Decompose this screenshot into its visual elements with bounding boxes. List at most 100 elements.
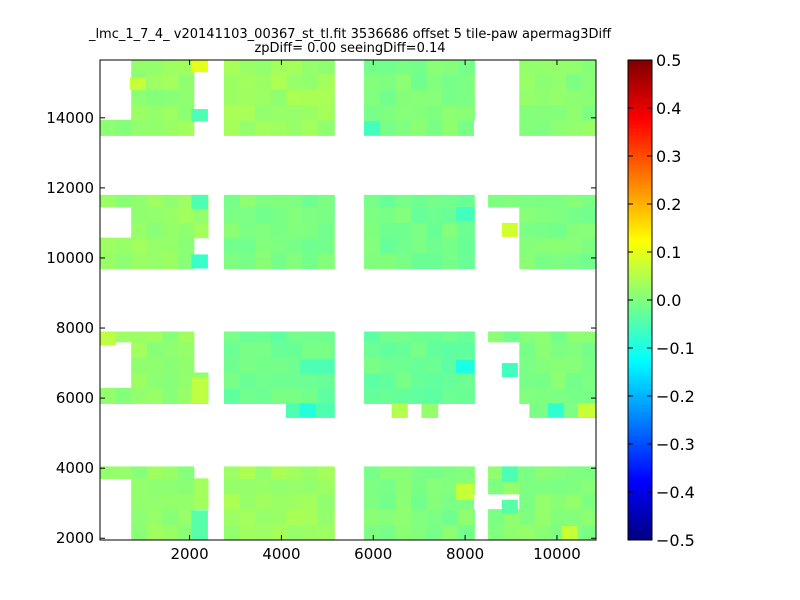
colorbar-segment: [628, 460, 652, 465]
colorbar-segment: [628, 440, 652, 445]
colorbar-segment: [628, 108, 652, 113]
heatmap-cell: [379, 341, 396, 358]
heatmap-cell: [534, 237, 552, 254]
heatmap-cell: [442, 478, 459, 495]
y-tick-label: 14000: [46, 109, 94, 127]
colorbar-segment: [628, 200, 652, 205]
heatmap-cell: [333, 387, 335, 404]
colorbar-segment: [628, 88, 652, 93]
heatmap-cell: [333, 73, 335, 90]
heatmap-cell: [162, 478, 179, 495]
heatmap-cell: [146, 524, 164, 540]
heatmap-cell: [224, 372, 241, 389]
heatmap-cell: [333, 60, 335, 75]
heatmap-cell: [488, 478, 505, 495]
heatmap-cell: [333, 194, 335, 208]
heatmap-cell: [317, 466, 334, 479]
heatmap-cell: [457, 331, 474, 343]
heatmap-cell: [379, 524, 396, 540]
heatmap-cell: [581, 119, 596, 136]
heatmap-cell: [442, 237, 459, 254]
heatmap-cell: [162, 331, 179, 343]
colorbar-tick-label: 0.1: [656, 243, 681, 262]
heatmap-cell: [442, 493, 459, 510]
heatmap-cell: [100, 466, 117, 479]
heatmap-cell-highlight: [455, 359, 475, 374]
heatmap-cell: [519, 222, 536, 239]
colorbar-segment: [628, 488, 652, 493]
heatmap-cell-highlight: [191, 510, 208, 540]
x-tick-label: 2000: [170, 545, 208, 563]
heatmap-cell: [178, 104, 195, 121]
heatmap-cell: [395, 73, 412, 90]
heatmap-cell: [473, 331, 475, 343]
heatmap-cell: [442, 372, 459, 389]
heatmap-cell: [426, 357, 443, 374]
heatmap-cell: [239, 194, 256, 208]
heatmap-cell: [193, 222, 209, 239]
colorbar-segment: [628, 72, 652, 77]
heatmap-cell-highlight: [501, 363, 518, 378]
colorbar-segment: [628, 204, 652, 209]
x-tick-label: 10000: [533, 545, 581, 563]
heatmap-cell: [488, 509, 505, 526]
heatmap-cell: [395, 89, 412, 106]
heatmap-cell: [519, 206, 536, 223]
colorbar-segment: [628, 376, 652, 381]
heatmap-cell: [364, 372, 381, 389]
heatmap-cell: [503, 194, 520, 208]
colorbar-segment: [628, 248, 652, 253]
colorbar-tick-label: 0.3: [656, 147, 681, 166]
heatmap-cell: [534, 222, 552, 239]
heatmap-cell: [364, 387, 381, 404]
colorbar-segment: [628, 428, 652, 433]
heatmap-cell: [457, 524, 474, 540]
colorbar-tick-label: 0.5: [656, 51, 681, 70]
heatmap-cell: [131, 119, 148, 136]
heatmap-cell: [302, 222, 319, 239]
heatmap-cell: [286, 104, 303, 121]
heatmap-cell: [286, 478, 303, 495]
heatmap-cell: [286, 119, 303, 136]
heatmap-cell-highlight: [191, 109, 208, 122]
heatmap-cell: [457, 104, 474, 121]
heatmap-cell: [224, 222, 241, 239]
heatmap-cell: [426, 119, 443, 136]
heatmap-cell: [162, 509, 179, 526]
heatmap-cell: [550, 331, 567, 343]
heatmap-cell: [239, 509, 256, 526]
heatmap-cell: [379, 387, 396, 404]
heatmap-cell: [317, 341, 334, 358]
heatmap-cell: [442, 357, 459, 374]
heatmap-cell: [146, 60, 164, 75]
heatmap-cell: [410, 73, 428, 90]
colorbar-segment: [628, 336, 652, 341]
heatmap-cell: [115, 387, 132, 404]
colorbar-segment: [628, 188, 652, 193]
colorbar-segment: [628, 384, 652, 389]
heatmap-cell: [410, 524, 428, 540]
heatmap-cell: [131, 206, 148, 223]
heatmap-cell: [270, 60, 288, 75]
heatmap-cell: [302, 119, 319, 136]
heatmap-cell: [239, 493, 256, 510]
colorbar-segment: [628, 132, 652, 137]
heatmap-cell: [529, 403, 546, 418]
colorbar-segment: [628, 368, 652, 373]
heatmap-cell: [379, 206, 396, 223]
heatmap-cell: [162, 524, 179, 540]
colorbar-segment: [628, 120, 652, 125]
heatmap-cell: [550, 104, 567, 121]
heatmap-cell: [473, 237, 475, 254]
heatmap-cell: [566, 73, 583, 90]
heatmap-cell: [426, 341, 443, 358]
heatmap-cell: [550, 194, 567, 208]
heatmap-cell: [131, 509, 148, 526]
colorbar-segment: [628, 252, 652, 257]
heatmap-cell: [239, 237, 256, 254]
heatmap-cell: [566, 466, 583, 479]
heatmap-cell: [270, 478, 288, 495]
heatmap-cell: [379, 119, 396, 136]
heatmap-cell: [270, 253, 288, 270]
